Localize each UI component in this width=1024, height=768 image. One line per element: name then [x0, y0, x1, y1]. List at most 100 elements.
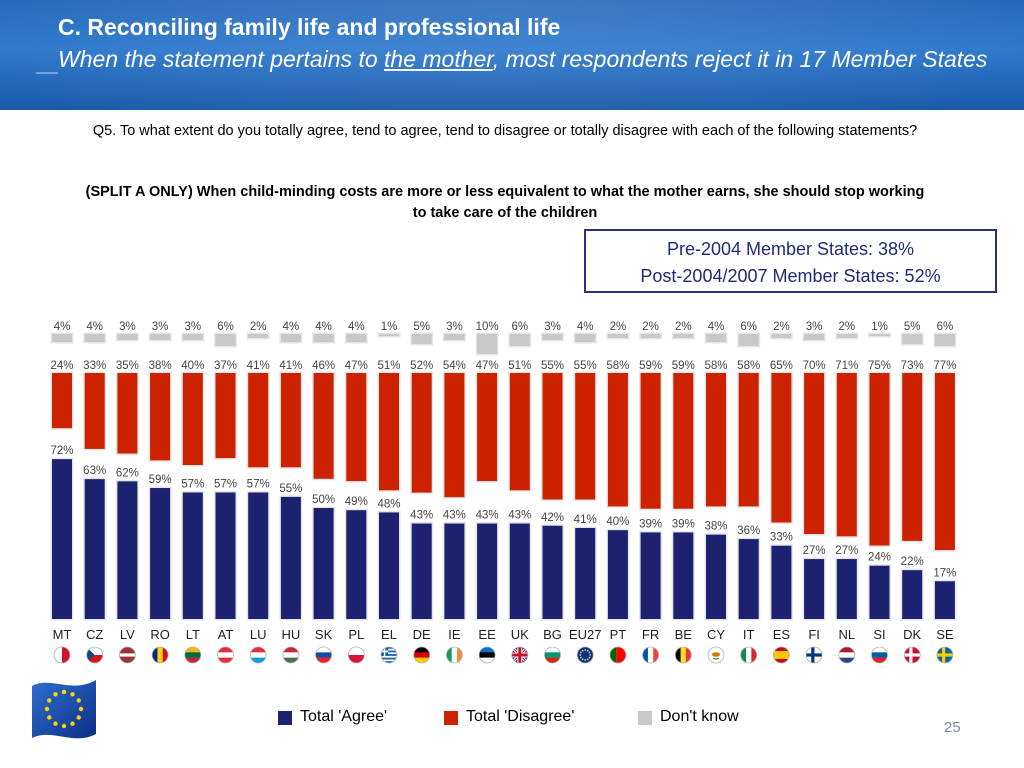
agree-label-sk: 50%: [312, 494, 335, 506]
agree-label-it: 36%: [737, 525, 760, 537]
disagree-bar-cz: [83, 371, 107, 451]
agree-bar-bg: [541, 524, 564, 621]
dontknow-label-at: 6%: [217, 321, 234, 333]
agree-bar-cy: [704, 533, 728, 621]
dontknow-bar-fi-fill: [804, 334, 825, 340]
dontknow-label-lu: 2%: [250, 321, 267, 333]
category-label-ro: RO: [150, 627, 170, 642]
agree-bar-ee: [475, 522, 499, 621]
agree-bar-fr: [639, 530, 663, 621]
dontknow-bar-fr-fill: [640, 334, 661, 338]
agree-bar-at: [214, 490, 237, 621]
agree-label-pl: 49%: [345, 496, 368, 508]
eu-flag-logo-icon: [32, 680, 96, 739]
dontknow-label-fi: 3%: [806, 321, 823, 333]
agree-bar-uk: [508, 522, 532, 621]
dontknow-bar-uk: [508, 332, 532, 348]
disagree-label-uk: 51%: [508, 360, 531, 372]
agree-label-at: 57%: [214, 478, 237, 490]
category-label-it: IT: [743, 627, 755, 642]
flag-lt-icon: [184, 646, 202, 664]
agree-bar-pt: [606, 528, 630, 621]
disagree-bar-si-fill: [869, 373, 890, 546]
disagree-bar-de-fill: [411, 373, 432, 493]
disagree-bar-lt-fill: [182, 373, 203, 465]
summary-line-pre2004: Pre-2004 Member States: 38%: [666, 239, 915, 259]
agree-bar-fr-fill: [640, 532, 661, 619]
dontknow-bar-es-fill: [771, 334, 792, 338]
dontknow-bar-it-fill: [738, 334, 759, 346]
agree-bar-es-fill: [771, 545, 792, 619]
dontknow-bar-el-fill: [379, 334, 399, 336]
category-label-dk: DK: [903, 627, 921, 642]
dontknow-label-be: 2%: [675, 321, 692, 333]
dontknow-bar-de-fill: [411, 334, 432, 344]
disagree-bar-at: [214, 371, 237, 460]
dontknow-bar-fi: [802, 332, 826, 342]
dontknow-bar-es: [769, 332, 793, 340]
dontknow-bar-it: [737, 332, 761, 348]
disagree-bar-ee-fill: [477, 373, 498, 482]
disagree-bar-it: [737, 371, 761, 508]
agree-label-si: 24%: [868, 552, 891, 564]
dontknow-label-ro: 3%: [152, 321, 169, 333]
disagree-bar-fi: [802, 371, 826, 536]
agree-label-de: 43%: [410, 510, 433, 522]
flag-ro-icon: [151, 646, 169, 664]
agree-bar-dk-fill: [902, 570, 923, 619]
disagree-label-bg: 55%: [541, 360, 564, 372]
agree-bar-cy-fill: [706, 534, 726, 619]
agree-label-bg: 42%: [541, 512, 564, 524]
dontknow-label-ee: 10%: [476, 321, 499, 333]
dontknow-label-lv: 3%: [119, 321, 136, 333]
disagree-bar-si: [868, 371, 891, 547]
dontknow-label-dk: 5%: [904, 321, 921, 333]
agree-label-pt: 40%: [606, 516, 629, 528]
disagree-bar-pt-fill: [607, 373, 628, 507]
agree-bar-pl-fill: [346, 510, 367, 619]
dontknow-bar-be-fill: [673, 334, 694, 338]
dontknow-bar-si: [868, 332, 891, 338]
dontknow-label-ie: 3%: [446, 321, 463, 333]
dontknow-bar-sk: [312, 332, 336, 344]
flag-be-icon: [674, 646, 692, 664]
disagree-bar-cz-fill: [84, 373, 105, 449]
agree-bar-bg-fill: [542, 525, 563, 619]
category-label-bg: BG: [543, 627, 562, 642]
disagree-label-de: 52%: [410, 360, 433, 372]
agree-label-fr: 39%: [639, 518, 662, 530]
dontknow-bar-ro: [148, 332, 172, 342]
slide-header: C. Reconciling family life and professio…: [0, 0, 1024, 110]
disagree-bar-uk-fill: [509, 373, 530, 491]
category-label-nl: NL: [838, 627, 855, 642]
dontknow-bar-lt: [181, 332, 205, 342]
disagree-bar-es-fill: [771, 373, 792, 523]
disagree-bar-pt: [606, 371, 630, 508]
agree-bar-mt-fill: [52, 459, 72, 619]
agree-label-lv: 62%: [116, 467, 139, 479]
category-label-mt: MT: [53, 627, 72, 642]
dontknow-label-el: 1%: [381, 321, 398, 333]
dontknow-bar-lt-fill: [182, 334, 203, 340]
disagree-label-hu: 41%: [279, 360, 302, 372]
agree-label-hu: 55%: [279, 483, 302, 495]
dontknow-bar-dk: [900, 332, 924, 346]
agree-bar-nl: [835, 557, 859, 621]
agree-bar-fi: [802, 557, 826, 621]
agree-bar-mt: [50, 457, 74, 621]
flag-at-icon: [217, 646, 234, 664]
header-dash: [36, 72, 58, 74]
agree-bar-si: [868, 564, 891, 621]
disagree-bar-it-fill: [738, 373, 759, 507]
agree-label-fi: 27%: [803, 545, 826, 557]
header-sheen: [0, 0, 1024, 110]
disagree-label-mt: 24%: [50, 360, 73, 372]
page-number: 25: [944, 719, 961, 736]
disagree-bar-ro: [148, 371, 172, 462]
disagree-label-lv: 35%: [116, 360, 139, 372]
agree-bar-fi-fill: [804, 559, 825, 619]
slide-subtitle: When the statement pertains to the mothe…: [58, 44, 1018, 75]
disagree-label-it: 58%: [737, 360, 760, 372]
flag-nl-icon: [838, 646, 856, 664]
agree-bar-lu: [246, 490, 270, 621]
